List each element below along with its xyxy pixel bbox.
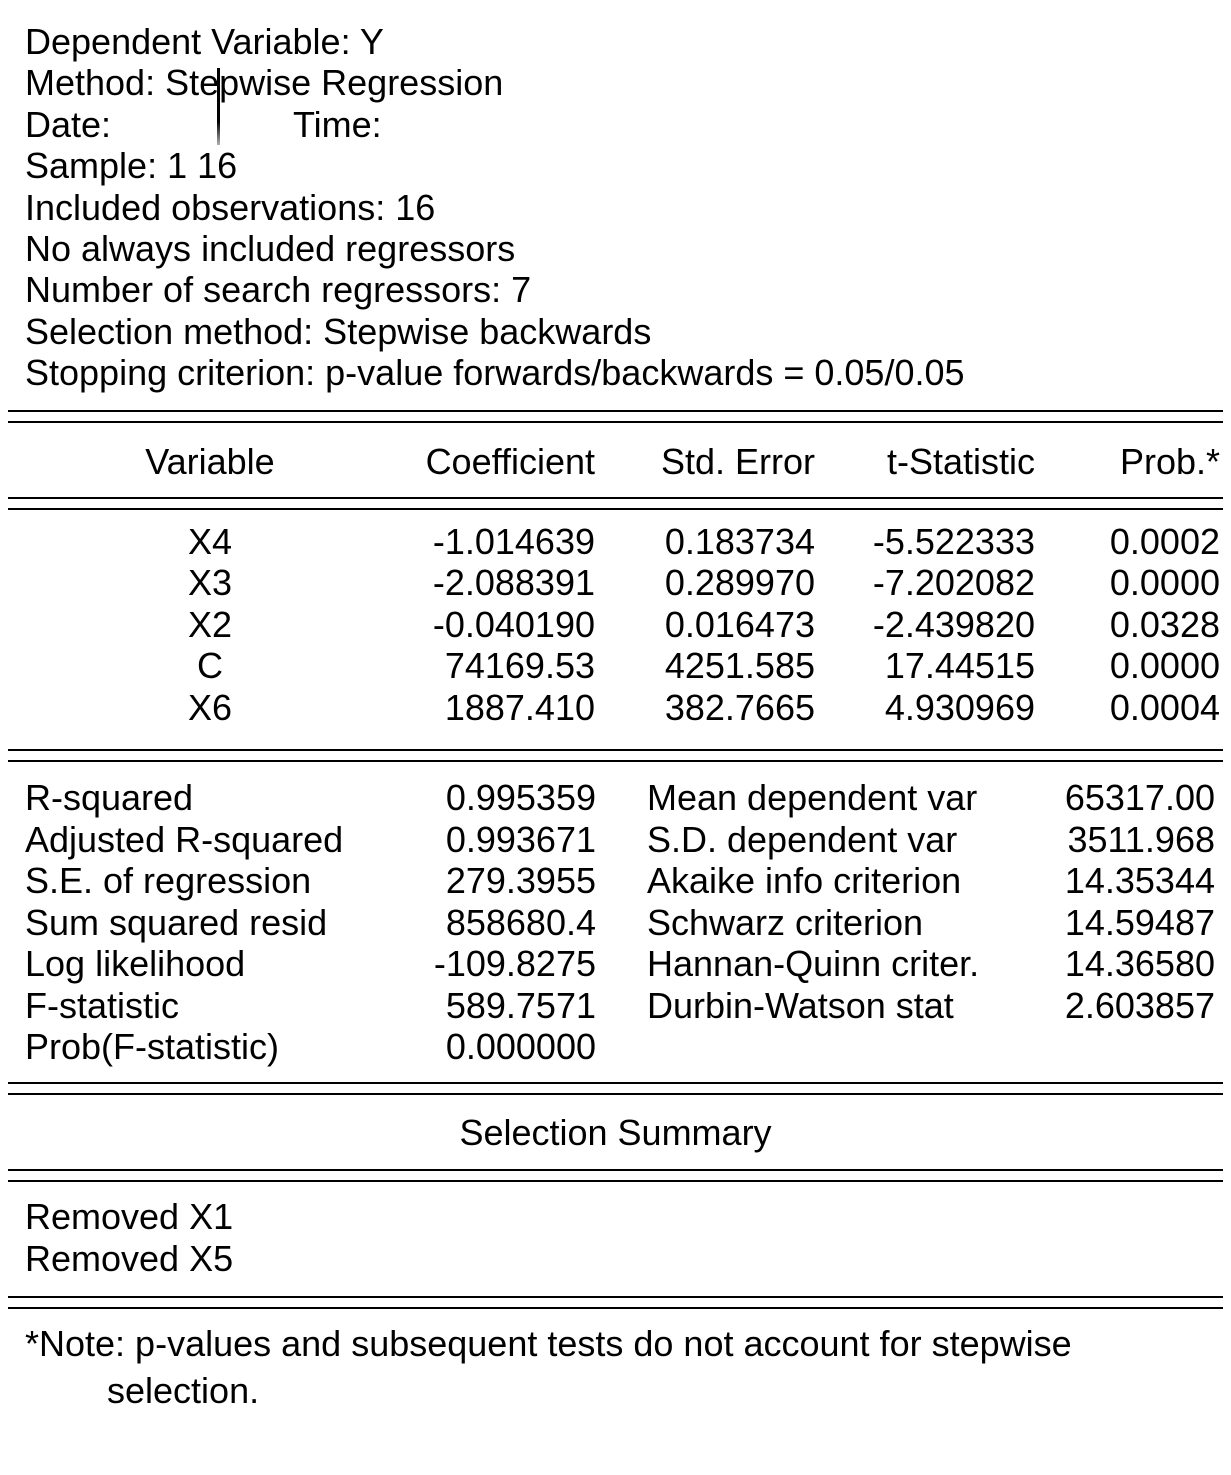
cell-prob: 0.0000 — [1109, 562, 1220, 604]
cell-prob: 0.0004 — [1109, 686, 1220, 728]
column-header-t-statistic: t-Statistic — [886, 441, 1035, 482]
stat-value — [1027, 1026, 1215, 1068]
stat-value: 14.36580 — [1064, 943, 1215, 984]
stat-value: 589.7571 — [445, 984, 596, 1026]
cell-prob: 0.0000 — [1109, 645, 1220, 687]
stat-value: 3511.968 — [1067, 818, 1215, 860]
coefficients-table: X4 -1.014639 0.183734 -5.522333 0.0002 X… — [0, 521, 1231, 728]
stat-label: S.E. of regression — [25, 860, 312, 901]
cell-coefficient: 1887.410 — [444, 686, 595, 728]
column-header-variable: Variable — [145, 441, 275, 482]
divider-top — [8, 410, 1223, 423]
stat-value: 279.3955 — [445, 860, 596, 901]
stat-label: Hannan-Quinn criter. — [647, 943, 980, 984]
stat-value: 14.35344 — [1064, 860, 1215, 901]
divider-below-coefficients — [8, 749, 1223, 762]
cell-variable: X6 — [187, 686, 233, 728]
stat-label: Durbin-Watson stat — [647, 984, 954, 1026]
time-label: Time: — [293, 103, 382, 145]
divider-below-selection-title — [8, 1169, 1223, 1182]
sample-line: Sample: 1 16 — [25, 145, 238, 187]
stat-value: 65317.00 — [1064, 777, 1215, 818]
footnote-line-2: selection. — [107, 1370, 260, 1411]
stat-value: 14.59487 — [1064, 901, 1215, 943]
footnote: *Note: p-values and subsequent tests do … — [25, 1320, 1072, 1414]
cell-prob: 0.0328 — [1109, 603, 1220, 645]
stat-label: Prob(F-statistic) — [25, 1026, 280, 1067]
cell-coefficient: 74169.53 — [444, 645, 595, 687]
stat-label: Adjusted R-squared — [25, 818, 344, 860]
report-header: Dependent Variable: Y Method: Stepwise R… — [25, 21, 1221, 394]
stat-label: Sum squared resid — [25, 901, 328, 943]
summary-statistics: R-squared 0.995359 Mean dependent var 65… — [25, 777, 1215, 1068]
stat-value: 0.995359 — [445, 777, 596, 818]
cell-prob: 0.0002 — [1109, 521, 1220, 562]
column-header-coefficient: Coefficient — [425, 441, 595, 482]
cell-t-statistic: -7.202082 — [872, 562, 1035, 604]
cell-t-statistic: -5.522333 — [872, 521, 1035, 562]
cell-t-statistic: 4.930969 — [884, 686, 1035, 728]
cell-variable: X4 — [187, 521, 233, 562]
cell-std-error: 4251.585 — [664, 645, 815, 687]
selection-summary-title: Selection Summary — [459, 1112, 772, 1153]
cell-coefficient: -1.014639 — [432, 521, 595, 562]
stat-value: -109.8275 — [433, 943, 596, 984]
observations-line: Included observations: 16 — [25, 186, 436, 228]
search-regressors-line: Number of search regressors: 7 — [25, 269, 532, 311]
removed-entry: Removed X5 — [25, 1237, 234, 1279]
cell-std-error: 0.016473 — [664, 603, 815, 645]
stat-value: 858680.4 — [445, 901, 596, 943]
method-line: Method: Stepwise Regression — [25, 62, 504, 104]
column-header-std-error: Std. Error — [660, 441, 815, 482]
stat-label: Schwarz criterion — [647, 901, 924, 943]
column-header-prob: Prob.* — [1119, 441, 1220, 482]
stat-label — [596, 1026, 1027, 1068]
text-cursor — [217, 68, 220, 145]
selection-summary-entries: Removed X1 Removed X5 — [25, 1196, 233, 1279]
removed-entry: Removed X1 — [25, 1196, 234, 1237]
divider-below-column-headers — [8, 497, 1223, 510]
date-label: Date: — [25, 103, 112, 145]
coefficients-header-row: Variable Coefficient Std. Error t-Statis… — [0, 441, 1231, 482]
cell-t-statistic: 17.44515 — [884, 645, 1035, 687]
cell-variable: X3 — [187, 562, 233, 604]
stat-value: 0.000000 — [445, 1026, 596, 1067]
cell-std-error: 0.183734 — [664, 521, 815, 562]
selection-method-line: Selection method: Stepwise backwards — [25, 310, 652, 352]
cell-std-error: 0.289970 — [664, 562, 815, 604]
stat-value: 0.993671 — [445, 818, 596, 860]
cell-coefficient: -2.088391 — [432, 562, 595, 604]
divider-below-removed — [8, 1296, 1223, 1309]
cell-coefficient: -0.040190 — [432, 603, 595, 645]
stat-label: F-statistic — [25, 984, 180, 1026]
stat-label: R-squared — [25, 777, 194, 818]
stopping-criterion-line: Stopping criterion: p-value forwards/bac… — [25, 352, 965, 394]
cell-std-error: 382.7665 — [664, 686, 815, 728]
stat-label: Log likelihood — [25, 943, 246, 984]
date-time-line: Date: Time: — [25, 104, 1221, 145]
divider-below-stats — [8, 1082, 1223, 1095]
footnote-line-1: *Note: p-values and subsequent tests do … — [25, 1323, 1072, 1364]
cell-variable: C — [197, 645, 223, 687]
cell-t-statistic: -2.439820 — [872, 603, 1035, 645]
stat-label: S.D. dependent var — [647, 818, 958, 860]
stat-label: Akaike info criterion — [647, 860, 962, 901]
cell-variable: X2 — [187, 603, 233, 645]
stat-label: Mean dependent var — [647, 777, 978, 818]
dependent-variable-line: Dependent Variable: Y — [25, 21, 384, 62]
always-included-line: No always included regressors — [25, 228, 516, 270]
stat-value: 2.603857 — [1064, 984, 1215, 1026]
